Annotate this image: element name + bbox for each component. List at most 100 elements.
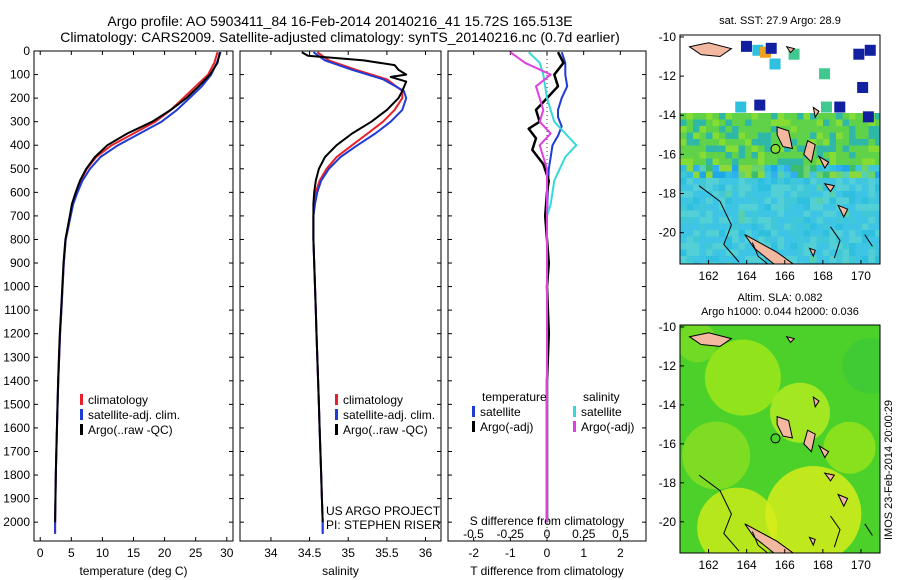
- sst-cell: [719, 223, 726, 231]
- sst-cell: [810, 152, 817, 159]
- sst-cell: [855, 223, 863, 231]
- sst-cell: [862, 236, 869, 244]
- y-tick-label: 1000: [3, 280, 30, 294]
- y-tick-label: 100: [10, 68, 30, 82]
- sst-cell: [745, 184, 752, 192]
- sst-cell: [712, 171, 720, 179]
- sst-cell: [836, 217, 843, 224]
- sst-cell: [784, 152, 791, 159]
- sst-cell: [693, 145, 700, 153]
- sst-cloud-cell: [857, 81, 869, 93]
- sst-cell: [810, 184, 817, 192]
- sst-cell: [829, 204, 837, 211]
- sst-cell: [712, 145, 720, 153]
- land-polygon: [803, 139, 816, 164]
- sst-cell: [784, 158, 791, 166]
- sst-cell: [699, 126, 707, 133]
- sst-cell: [790, 178, 798, 185]
- sst-cell: [706, 152, 713, 159]
- sst-cell: [693, 184, 700, 192]
- sst-cell: [719, 126, 726, 133]
- x-axis-label: salinity: [322, 564, 359, 578]
- sst-cell: [706, 145, 713, 153]
- map-y-tick-label: -20: [659, 226, 677, 240]
- sst-cell: [790, 158, 798, 166]
- sst-cell: [686, 113, 694, 120]
- sst-cell: [680, 236, 687, 244]
- sst-cell: [764, 223, 772, 231]
- sst-cell: [751, 178, 759, 185]
- sst-cell: [712, 178, 720, 185]
- sst-cell: [693, 256, 700, 263]
- sst-cell: [693, 178, 700, 185]
- sst-cell: [816, 262, 824, 264]
- sst-cell: [725, 243, 733, 250]
- sst-cell: [849, 126, 856, 133]
- sst-cell: [816, 204, 824, 211]
- sst-cell: [823, 230, 830, 237]
- x-axis-label: temperature (deg C): [79, 564, 187, 578]
- sst-cell: [810, 236, 817, 244]
- sst-cell: [725, 223, 733, 231]
- sst-cell: [732, 243, 739, 250]
- sst-cell: [745, 113, 752, 120]
- sst-cell: [751, 262, 759, 264]
- sst-cell: [771, 217, 778, 224]
- sst-cell: [784, 191, 791, 198]
- sst-cell: [686, 191, 694, 198]
- sst-cell: [680, 184, 687, 192]
- argo-float-marker: [770, 433, 781, 444]
- sst-cell: [771, 184, 778, 192]
- sst-cell: [875, 217, 880, 224]
- sst-cell: [823, 119, 830, 127]
- sst-cell: [868, 204, 876, 211]
- sst-cell: [777, 243, 785, 250]
- sst-cell: [842, 236, 850, 244]
- sst-cell: [680, 165, 687, 172]
- sst-cell: [751, 217, 759, 224]
- sst-cell: [862, 158, 869, 166]
- sla-map: 162 164 166 168 170 -10 -12 -14 -16 -18 -20: [659, 320, 881, 572]
- sst-cell: [777, 217, 785, 224]
- sst-cell: [712, 204, 720, 211]
- land-polygon: [812, 395, 820, 409]
- sst-cell: [849, 158, 856, 166]
- top-tick-label: -0.5: [463, 527, 484, 541]
- map-x-tick-label: 162: [699, 558, 719, 572]
- sst-cell: [764, 113, 772, 120]
- sst-cell: [745, 197, 752, 205]
- map-x-tick-label: 170: [851, 558, 871, 572]
- sst-cell: [836, 262, 843, 264]
- sst-cell: [829, 262, 837, 264]
- sst-cell: [829, 217, 837, 224]
- sst-cell: [810, 139, 817, 146]
- sst-cell: [849, 165, 856, 172]
- sst-cell: [836, 210, 843, 218]
- sst-cell: [829, 197, 837, 205]
- sst-cell: [829, 191, 837, 198]
- sst-cell: [816, 165, 824, 172]
- sst-cell: [868, 197, 876, 205]
- sst-cell: [706, 165, 713, 172]
- sst-cell: [764, 236, 772, 244]
- map-y-tick-label: -16: [659, 147, 677, 161]
- y-tick-label: 1800: [3, 468, 30, 482]
- sst-cell: [699, 139, 707, 146]
- sst-cell: [790, 217, 798, 224]
- sst-cell: [764, 197, 772, 205]
- sst-cell: [686, 262, 694, 264]
- sst-cell: [771, 236, 778, 244]
- sst-cell: [719, 145, 726, 153]
- sla-field-patch: [842, 337, 880, 394]
- map-x-tick-label: 164: [737, 269, 757, 283]
- sst-cell: [829, 126, 837, 133]
- sst-cell: [777, 230, 785, 237]
- sst-cell: [797, 243, 804, 250]
- sst-cell: [680, 171, 687, 179]
- sst-cell: [777, 191, 785, 198]
- sst-cell: [745, 165, 752, 172]
- sst-cell: [868, 230, 876, 237]
- sst-map: 162 164 166 168 170 -10 -12 -14 -16 -18 -20: [659, 30, 881, 283]
- sst-cloud-cell: [752, 44, 764, 56]
- sst-cell: [849, 204, 856, 211]
